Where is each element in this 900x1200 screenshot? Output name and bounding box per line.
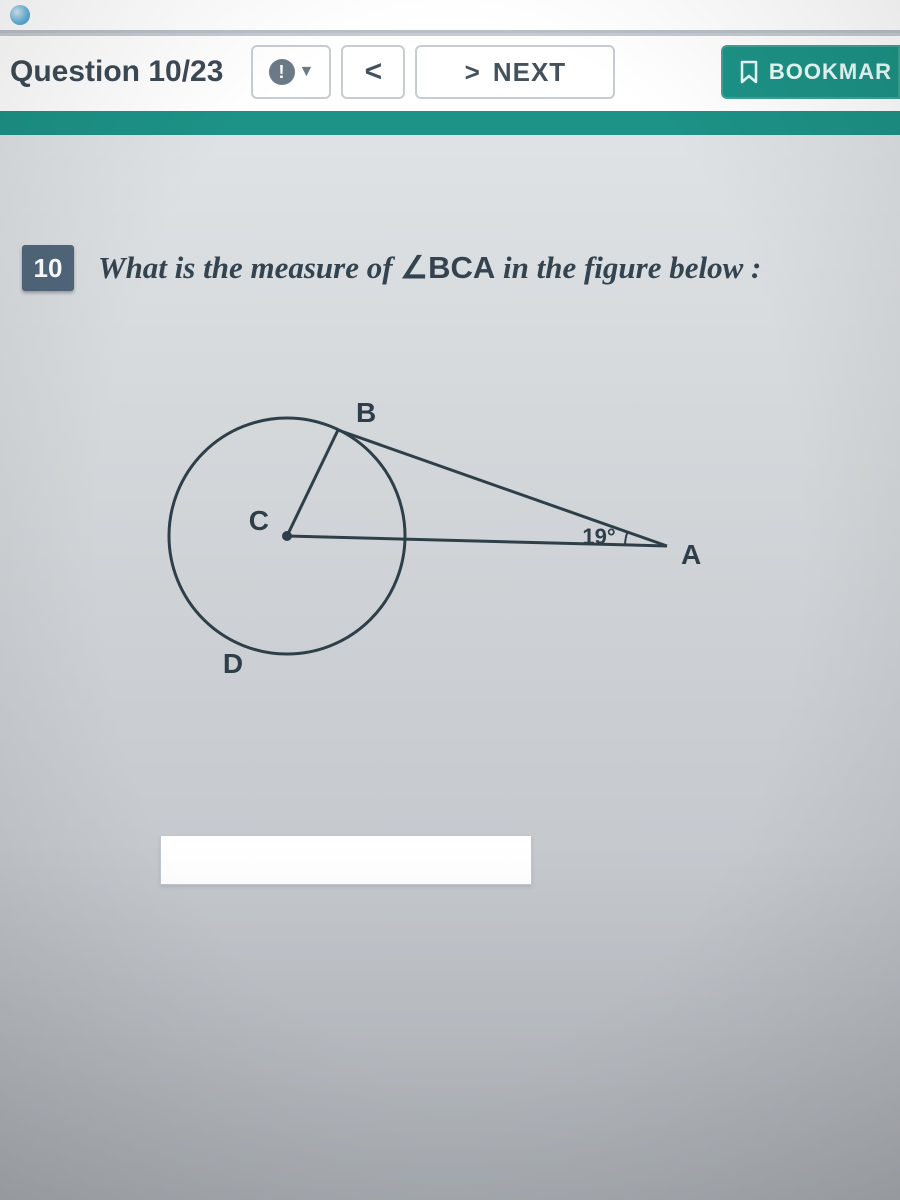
question-content: 10 What is the measure of ∠BCA in the fi… [0,135,900,711]
prev-button[interactable]: < [341,45,405,99]
chevron-right-icon: > [465,57,481,88]
status-dropdown[interactable]: ! ▼ [251,45,331,99]
quiz-navbar: Question 10/23 ! ▼ < > NEXT BOOKMAR [0,33,900,135]
svg-text:D: D [223,648,243,679]
question-number-badge: 10 [22,245,74,291]
question-prompt-angle: ∠BCA [400,250,495,285]
geometry-figure: B C D A 19° [122,331,880,711]
browser-top-strip [0,0,900,33]
svg-text:A: A [681,539,701,570]
question-prompt-post: in the figure below : [495,250,761,285]
question-counter: Question 10/23 [8,55,241,89]
question-prompt: What is the measure of ∠BCA in the figur… [98,245,761,288]
question-prompt-pre: What is the measure of [98,250,400,285]
svg-text:B: B [356,397,376,428]
chevron-down-icon: ▼ [299,63,315,81]
svg-text:19°: 19° [582,524,615,549]
alert-icon: ! [269,59,295,85]
next-button-label: NEXT [493,57,566,88]
svg-text:C: C [249,505,269,536]
next-button[interactable]: > NEXT [415,45,615,99]
quiz-screen: Question 10/23 ! ▼ < > NEXT BOOKMAR 10 W… [0,0,900,1200]
bookmark-button[interactable]: BOOKMAR [721,45,900,99]
bookmark-button-label: BOOKMAR [769,59,892,85]
answer-input[interactable] [160,835,532,885]
bookmark-icon [739,60,759,84]
question-row: 10 What is the measure of ∠BCA in the fi… [22,245,880,291]
